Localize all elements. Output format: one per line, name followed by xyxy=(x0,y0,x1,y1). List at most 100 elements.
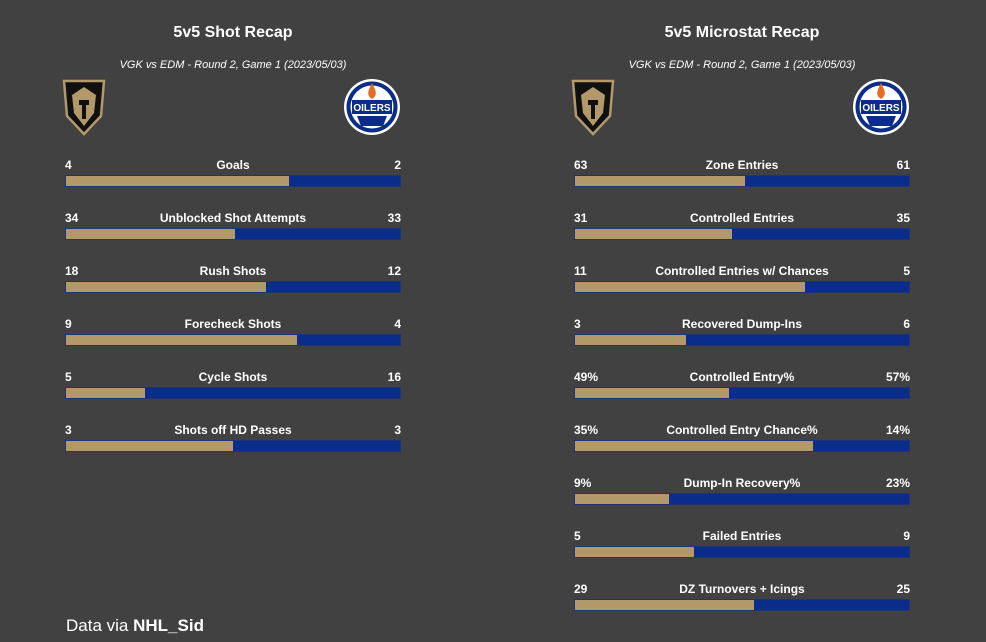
metric-label: Controlled Entry Chance% xyxy=(666,423,818,437)
vgk-value: 63 xyxy=(574,158,588,172)
edm-value: 23% xyxy=(885,476,910,490)
panel-subtitle: VGK vs EDM - Round 2, Game 1 (2023/05/03… xyxy=(628,59,856,71)
edm-value: 3 xyxy=(394,423,401,437)
vgk-share-bar xyxy=(575,282,805,292)
edm-share-bar xyxy=(574,493,910,505)
stat-row: 29 DZ Turnovers + Icings 25 xyxy=(574,580,910,612)
stat-row: 49% Controlled Entry% 57% xyxy=(574,368,910,400)
edm-value: 33 xyxy=(387,211,401,225)
vgk-value: 9% xyxy=(574,476,592,490)
metric-label: Goals xyxy=(216,158,250,172)
vgk-share-bar xyxy=(66,176,289,186)
vgk-value: 18 xyxy=(65,264,79,278)
vgk-share-bar xyxy=(575,600,755,610)
edm-share-bar xyxy=(574,440,910,452)
stat-row: 5 Cycle Shots 16 xyxy=(65,368,401,400)
vgk-value: 5 xyxy=(65,370,72,384)
stat-row: 5 Failed Entries 9 xyxy=(574,527,910,559)
edm-share-bar xyxy=(574,387,910,399)
edm-share-bar xyxy=(65,387,401,399)
vgk-value: 34 xyxy=(65,211,79,225)
metric-label: Controlled Entry% xyxy=(689,370,795,384)
edm-value: 6 xyxy=(903,317,910,331)
vgk-share-bar xyxy=(66,335,298,345)
edm-value: 25 xyxy=(896,582,910,596)
edm-share-bar xyxy=(574,599,910,611)
metric-label: Zone Entries xyxy=(705,158,779,172)
vgk-value: 31 xyxy=(574,211,588,225)
edm-share-bar xyxy=(574,546,910,558)
stat-row: 34 Unblocked Shot Attempts 33 xyxy=(65,209,401,241)
edm-share-bar xyxy=(65,440,401,452)
vgk-value: 11 xyxy=(574,264,587,278)
metric-label: Dump-In Recovery% xyxy=(683,476,801,490)
vgk-share-bar xyxy=(575,441,814,451)
vgk-value: 29 xyxy=(574,582,588,596)
vgk-share-bar xyxy=(66,388,146,398)
footer-source: NHL_Sid xyxy=(133,616,204,635)
metric-label: Controlled Entries xyxy=(689,211,794,225)
vgk-share-bar xyxy=(575,388,730,398)
edm-value: 57% xyxy=(885,370,910,384)
edm-value: 2 xyxy=(394,158,401,172)
edm-value: 12 xyxy=(387,264,401,278)
vgk-share-bar xyxy=(575,547,695,557)
edm-value: 5 xyxy=(903,264,910,278)
metric-label: Controlled Entries w/ Chances xyxy=(655,264,829,278)
vgk-share-bar xyxy=(575,176,745,186)
edm-share-bar xyxy=(65,228,401,240)
stat-row: 63 Zone Entries 61 xyxy=(574,156,910,188)
vgk-share-bar xyxy=(66,282,267,292)
edm-oilers-logo-icon: OILERS xyxy=(344,79,400,135)
edm-value: 61 xyxy=(896,158,910,172)
vgk-share-bar xyxy=(66,441,233,451)
data-source-footer: Data via NHL_Sid xyxy=(66,616,204,636)
edm-share-bar xyxy=(574,334,910,346)
edm-value: 9 xyxy=(903,529,910,543)
vgk-value: 35% xyxy=(574,423,599,437)
metric-label: Shots off HD Passes xyxy=(174,423,292,437)
edm-oilers-logo-icon: OILERS xyxy=(853,79,909,135)
edm-share-bar xyxy=(65,281,401,293)
stat-row: 3 Recovered Dump-Ins 6 xyxy=(574,315,910,347)
metric-label: Recovered Dump-Ins xyxy=(681,317,803,331)
edm-value: 35 xyxy=(896,211,910,225)
edm-share-bar xyxy=(574,281,910,293)
stat-row: 9 Forecheck Shots 4 xyxy=(65,315,401,347)
metric-label: Failed Entries xyxy=(702,529,782,543)
vgk-value: 5 xyxy=(574,529,581,543)
vgk-value: 49% xyxy=(574,370,599,384)
svg-text:OILERS: OILERS xyxy=(862,103,900,114)
edm-value: 4 xyxy=(394,317,401,331)
vgk-value: 3 xyxy=(574,317,581,331)
edm-share-bar xyxy=(65,334,401,346)
vgk-logo-icon xyxy=(62,79,106,136)
metric-label: Rush Shots xyxy=(199,264,267,278)
stat-row: 11 Controlled Entries w/ Chances 5 xyxy=(574,262,910,294)
vgk-value: 4 xyxy=(65,158,72,172)
stat-row: 18 Rush Shots 12 xyxy=(65,262,401,294)
stat-row: 31 Controlled Entries 35 xyxy=(574,209,910,241)
edm-share-bar xyxy=(574,228,910,240)
stat-row: 35% Controlled Entry Chance% 14% xyxy=(574,421,910,453)
panel-title: 5v5 Microstat Recap xyxy=(664,24,820,41)
metric-label: DZ Turnovers + Icings xyxy=(679,582,805,596)
panel-subtitle: VGK vs EDM - Round 2, Game 1 (2023/05/03… xyxy=(119,59,347,71)
vgk-share-bar xyxy=(575,229,732,239)
edm-share-bar xyxy=(574,175,910,187)
stat-row: 9% Dump-In Recovery% 23% xyxy=(574,474,910,506)
metric-label: Unblocked Shot Attempts xyxy=(159,211,307,225)
vgk-share-bar xyxy=(575,494,669,504)
svg-text:OILERS: OILERS xyxy=(353,103,391,114)
metric-label: Forecheck Shots xyxy=(184,317,282,331)
metric-label: Cycle Shots xyxy=(198,370,268,384)
vgk-value: 3 xyxy=(65,423,72,437)
vgk-logo-icon xyxy=(571,79,615,136)
footer-prefix: Data via xyxy=(66,616,129,635)
vgk-value: 9 xyxy=(65,317,72,331)
panel-title: 5v5 Shot Recap xyxy=(173,24,293,41)
stat-row: 4 Goals 2 xyxy=(65,156,401,188)
vgk-share-bar xyxy=(575,335,687,345)
edm-share-bar xyxy=(65,175,401,187)
edm-value: 16 xyxy=(387,370,401,384)
